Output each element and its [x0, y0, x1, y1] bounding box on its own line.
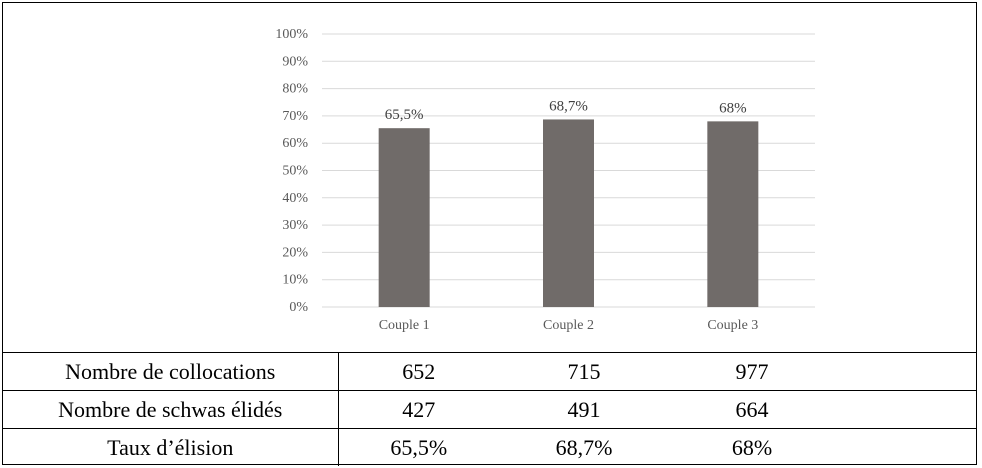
y-tick-label: 30%: [282, 218, 308, 233]
y-tick-label: 20%: [282, 245, 308, 260]
table-cell: 427: [338, 391, 499, 429]
table-cell: 652: [338, 353, 499, 391]
y-tick-label: 50%: [282, 164, 308, 179]
data-label: 65,5%: [385, 107, 424, 123]
x-tick-label: Couple 1: [379, 318, 430, 333]
row-label: Nombre de schwas élidés: [3, 391, 338, 429]
y-tick-label: 60%: [282, 136, 308, 151]
y-tick-label: 90%: [282, 54, 308, 69]
table-cell: 715: [499, 353, 669, 391]
data-label: 68%: [719, 100, 747, 116]
table-cell: 68%: [669, 429, 835, 467]
table-cell: 664: [669, 391, 835, 429]
table-cell-empty: [835, 353, 976, 391]
table-cell: 977: [669, 353, 835, 391]
table-cell-empty: [835, 391, 976, 429]
table-row: Taux d’élision 65,5% 68,7% 68%: [3, 429, 976, 467]
table-row: Nombre de schwas élidés 427 491 664: [3, 391, 976, 429]
y-tick-label: 100%: [275, 27, 308, 42]
y-tick-label: 80%: [282, 82, 308, 97]
bar: [543, 119, 594, 307]
y-tick-label: 10%: [282, 273, 308, 288]
table-cell: 491: [499, 391, 669, 429]
y-tick-label: 40%: [282, 191, 308, 206]
table-row: Nombre de collocations 652 715 977: [3, 353, 976, 391]
y-tick-label: 0%: [289, 300, 308, 315]
data-table: Nombre de collocations 652 715 977 Nombr…: [3, 352, 976, 466]
x-tick-label: Couple 2: [543, 318, 594, 333]
table-cell-empty: [835, 429, 976, 467]
table-cell: 65,5%: [338, 429, 499, 467]
row-label: Nombre de collocations: [3, 353, 338, 391]
bar: [379, 128, 430, 307]
y-tick-label: 70%: [282, 109, 308, 124]
bar: [707, 121, 758, 307]
row-label: Taux d’élision: [3, 429, 338, 467]
data-label: 68,7%: [549, 98, 588, 114]
x-tick-label: Couple 3: [707, 318, 758, 333]
bar-chart: 0% 10% 20% 30% 40% 50% 60% 70% 80% 90% 100% 65,5% Co…: [3, 3, 976, 352]
table-cell: 68,7%: [499, 429, 669, 467]
